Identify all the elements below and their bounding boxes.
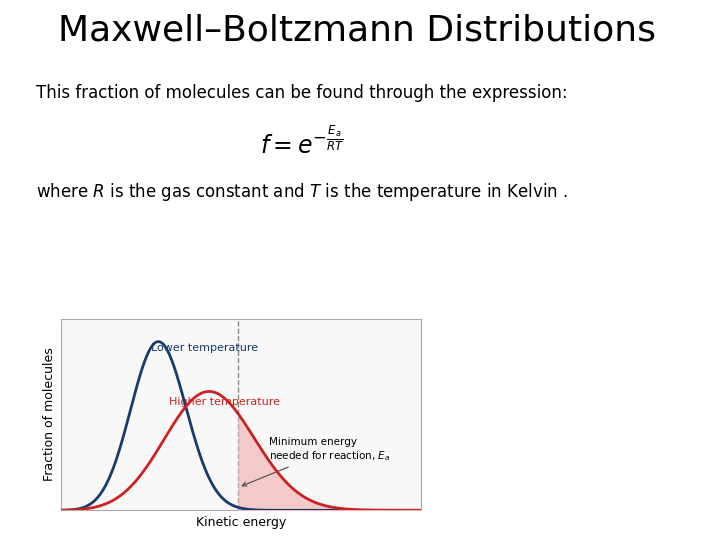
Text: where $R$ is the gas constant and $T$ is the temperature in Kelvin .: where $R$ is the gas constant and $T$ is… <box>36 181 568 203</box>
Text: Minimum energy
needed for reaction, $E_a$: Minimum energy needed for reaction, $E_a… <box>243 437 390 486</box>
Text: $f = e^{-\frac{E_a}{RT}}$: $f = e^{-\frac{E_a}{RT}}$ <box>260 127 345 159</box>
Text: Lower temperature: Lower temperature <box>151 343 258 353</box>
Text: This fraction of molecules can be found through the expression:: This fraction of molecules can be found … <box>36 84 567 102</box>
Text: Maxwell–Boltzmann Distributions: Maxwell–Boltzmann Distributions <box>58 14 656 48</box>
X-axis label: Kinetic energy: Kinetic energy <box>196 516 287 529</box>
Y-axis label: Fraction of molecules: Fraction of molecules <box>42 348 55 481</box>
Text: Higher temperature: Higher temperature <box>169 397 280 407</box>
